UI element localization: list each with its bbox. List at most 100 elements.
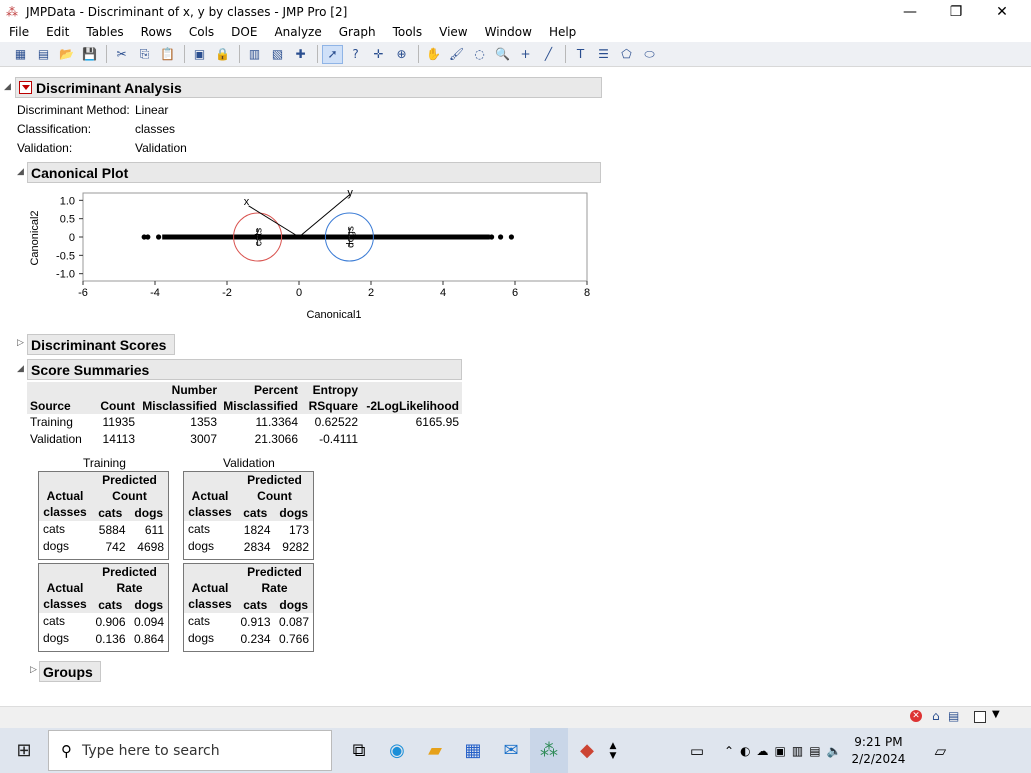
crosshair-icon[interactable]: + <box>520 47 531 61</box>
matrix-cell: 0.234 <box>240 631 271 646</box>
disclosure-open-icon[interactable]: ◢ <box>4 82 11 92</box>
search-placeholder: Type here to search <box>82 742 220 759</box>
taskbar-search-box[interactable]: ⚲ Type here to search <box>48 730 332 771</box>
table-header: Misclassified <box>223 399 298 413</box>
matrix-cell: 173 <box>288 522 309 537</box>
y-axis: 1.0 0.5 0 -0.5 -1.0 <box>56 195 83 281</box>
menu-file[interactable]: File <box>9 25 30 39</box>
polygon-tool-icon[interactable]: ⬠ <box>621 47 632 61</box>
lock-icon[interactable]: 🔒 <box>215 47 230 61</box>
close-button[interactable]: ✕ <box>996 3 1008 20</box>
line-style-icon[interactable]: ☰ <box>598 47 609 61</box>
disclosure-closed-icon[interactable]: ▷ <box>17 338 24 348</box>
line-tool-icon[interactable]: ╱ <box>544 47 553 61</box>
menu-tools[interactable]: Tools <box>392 25 423 39</box>
discriminant-analysis-header[interactable]: Discriminant Analysis <box>15 77 602 98</box>
tray-app-icon[interactable]: ▥ <box>791 743 804 758</box>
menu-doe[interactable]: DOE <box>231 25 258 39</box>
toolbar-separator <box>418 45 419 63</box>
taskbar-scroll-icon[interactable]: ▲ ▼ <box>609 740 617 761</box>
discriminant-scores-header[interactable]: Discriminant Scores <box>27 334 175 355</box>
home-window-icon[interactable]: ⌂ <box>932 709 940 723</box>
journal-icon[interactable]: ▣ <box>193 47 206 61</box>
task-view-icon[interactable]: ⧉ <box>352 740 366 761</box>
window-layout-icon[interactable] <box>974 711 986 723</box>
error-log-icon[interactable]: ✕ <box>910 710 922 722</box>
chevron-down-icon[interactable]: ▼ <box>992 709 1000 720</box>
canonical-plot-header[interactable]: Canonical Plot <box>27 162 601 183</box>
store-icon[interactable]: ▦ <box>464 740 482 761</box>
menu-rows[interactable]: Rows <box>140 25 172 39</box>
magnifier-tool-icon[interactable]: 🔍 <box>495 47 510 61</box>
table-cell: 21.3066 <box>254 432 298 446</box>
validation-caption: Validation <box>223 456 275 470</box>
jmp-taskbar-icon[interactable]: ⁂ <box>530 728 568 773</box>
add-icon[interactable]: ✚ <box>295 47 306 61</box>
new-script-icon[interactable]: ▤ <box>37 47 50 61</box>
groups-header[interactable]: Groups <box>39 661 101 682</box>
volume-icon[interactable]: 🔈 <box>826 743 842 758</box>
red-triangle-menu-icon[interactable] <box>19 81 32 94</box>
menu-view[interactable]: View <box>439 25 468 39</box>
canonical-plot[interactable]: 1.0 0.5 0 -0.5 -1.0 -6 -4 -2 0 2 4 6 8 cats dogs x y C… <box>30 190 600 325</box>
copy-icon[interactable]: ⎘ <box>139 46 150 61</box>
save-icon[interactable]: 💾 <box>82 47 97 61</box>
chevron-up-icon[interactable]: ⌃ <box>724 743 735 758</box>
restore-button[interactable]: ❐ <box>949 3 963 20</box>
onedrive-icon[interactable]: ☁ <box>756 743 769 758</box>
menu-bar: File Edit Tables Rows Cols DOE Analyze G… <box>0 23 1031 42</box>
news-widget-icon[interactable]: ▭ <box>689 741 705 760</box>
table-cell <box>361 431 462 448</box>
classes-header: classes <box>43 505 87 519</box>
cut-icon[interactable]: ✂ <box>116 47 127 61</box>
ray-x <box>248 205 300 238</box>
table-header: Misclassified <box>142 399 217 413</box>
tray-app-icon[interactable]: ◐ <box>740 743 751 758</box>
app-taskbar-icon[interactable]: ◆ <box>580 740 594 761</box>
canonical-plot-title: Canonical Plot <box>31 164 129 181</box>
notification-icon[interactable]: ▱ <box>934 741 947 760</box>
ellipse-tool-icon[interactable]: ⬭ <box>644 46 655 61</box>
menu-edit[interactable]: Edit <box>46 25 70 39</box>
menu-cols[interactable]: Cols <box>188 25 215 39</box>
disclosure-open-icon[interactable]: ◢ <box>17 167 24 177</box>
network-icon[interactable]: ▤ <box>809 743 821 758</box>
windows-start-icon[interactable]: ⊞ <box>16 740 32 761</box>
help-tool-icon[interactable]: ? <box>352 47 359 61</box>
annotate-tool-icon[interactable]: T <box>576 47 585 61</box>
distribution-icon[interactable]: ▧ <box>271 47 284 61</box>
crosshair-tool-icon[interactable]: ✛ <box>373 47 384 61</box>
file-explorer-icon[interactable]: ▰ <box>428 740 442 761</box>
window-list-icon[interactable]: ▤ <box>948 709 960 723</box>
menu-graph[interactable]: Graph <box>338 25 376 39</box>
toolbar-separator <box>565 45 566 63</box>
table-row: Training 11935 1353 11.3364 0.62522 6165… <box>27 414 462 431</box>
lasso-tool-icon[interactable]: ◌ <box>474 47 485 61</box>
mail-icon[interactable]: ✉ <box>503 740 519 761</box>
disclosure-closed-icon[interactable]: ▷ <box>30 665 37 675</box>
new-data-table-icon[interactable]: ▦ <box>14 47 27 61</box>
hand-tool-icon[interactable]: ✋ <box>426 47 441 61</box>
clock[interactable]: 9:21 PM 2/2/2024 <box>852 734 906 768</box>
menu-window[interactable]: Window <box>484 25 532 39</box>
menu-help[interactable]: Help <box>548 25 577 39</box>
table-header: Entropy <box>312 383 358 397</box>
minimize-button[interactable]: — <box>903 3 917 20</box>
y-tick-label: -1.0 <box>56 269 75 281</box>
arrow-tool-icon[interactable]: ➚ <box>322 44 343 64</box>
data-table-icon[interactable]: ▥ <box>248 47 261 61</box>
table-cell: 11935 <box>102 415 135 429</box>
edge-browser-icon[interactable]: ◉ <box>389 740 405 761</box>
tray-app-icon[interactable]: ▣ <box>774 743 786 758</box>
menu-tables[interactable]: Tables <box>86 25 124 39</box>
brush-tool-icon[interactable]: 🖌 <box>448 47 465 61</box>
matrix-cell: 9282 <box>282 539 309 554</box>
data-points <box>141 234 514 240</box>
disclosure-open-icon[interactable]: ◢ <box>17 364 24 374</box>
rate-header: Rate <box>261 581 288 595</box>
menu-analyze[interactable]: Analyze <box>274 25 322 39</box>
open-folder-icon[interactable]: 📂 <box>59 47 74 61</box>
score-summaries-header[interactable]: Score Summaries <box>27 359 462 380</box>
target-tool-icon[interactable]: ⊕ <box>396 47 407 61</box>
paste-icon[interactable]: 📋 <box>160 47 175 61</box>
